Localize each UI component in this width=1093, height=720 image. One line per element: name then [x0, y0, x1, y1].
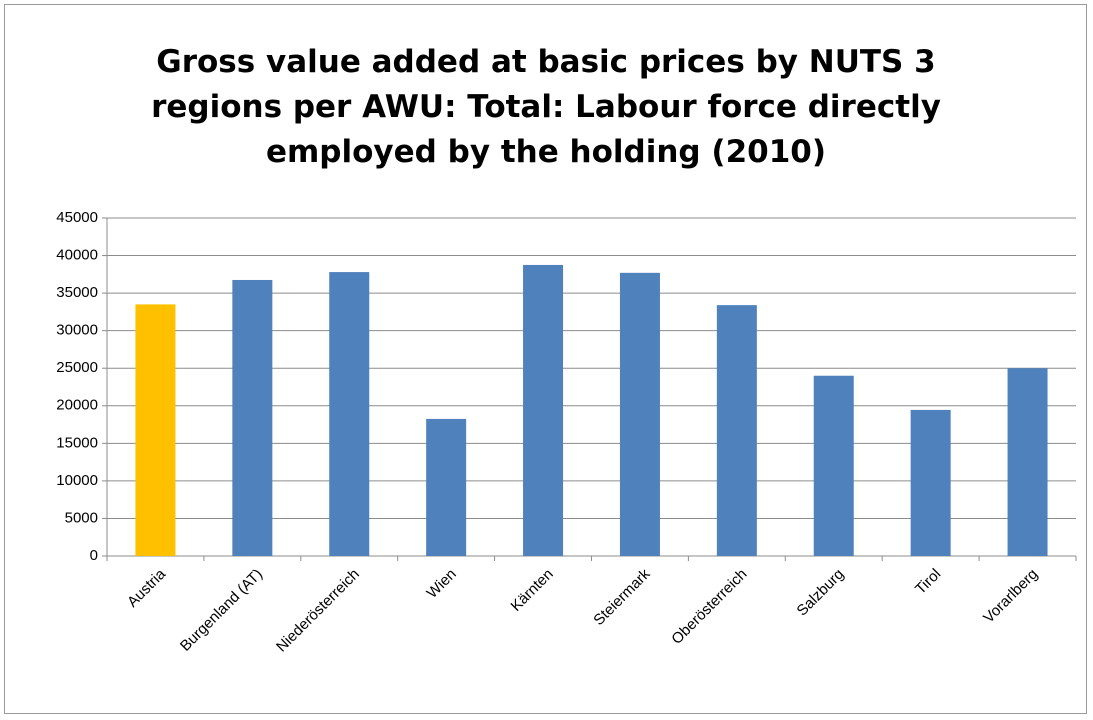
- bar: [232, 279, 273, 556]
- bar: [426, 418, 467, 556]
- bar: [1007, 368, 1048, 556]
- x-tick-label: Austria: [124, 565, 169, 610]
- x-tick-label: Salzburg: [794, 566, 848, 620]
- x-tick-label: Oberösterreich: [668, 566, 750, 648]
- chart-frame: [4, 4, 1087, 714]
- y-tick-label: 30000: [56, 322, 98, 339]
- x-tick-label: Vorarlberg: [980, 566, 1041, 627]
- y-tick-label: 10000: [56, 472, 98, 489]
- x-tick-label: Wien: [424, 566, 460, 602]
- bar: [619, 272, 660, 556]
- x-tick-label: Kärnten: [508, 566, 557, 615]
- bar: [910, 409, 951, 556]
- bar: [135, 304, 176, 556]
- y-tick-label: 20000: [56, 397, 98, 414]
- y-tick-label: 5000: [65, 509, 98, 526]
- y-tick-label: 35000: [56, 284, 98, 301]
- y-tick-label: 45000: [56, 209, 98, 226]
- x-tick-label: Steiermark: [590, 565, 654, 629]
- bar: [813, 375, 854, 556]
- y-tick-label: 15000: [56, 434, 98, 451]
- x-tick-label: Burgenland (AT): [177, 566, 266, 655]
- y-tick-label: 25000: [56, 359, 98, 376]
- y-tick-label: 40000: [56, 247, 98, 264]
- x-tick-label: Niederösterreich: [273, 566, 363, 656]
- x-tick-label: Tirol: [912, 566, 944, 598]
- y-tick-label: 0: [90, 547, 98, 564]
- chart-title: Gross value added at basic prices by NUT…: [151, 44, 941, 170]
- bar: [716, 305, 757, 556]
- bar: [329, 272, 370, 556]
- bar: [523, 264, 564, 556]
